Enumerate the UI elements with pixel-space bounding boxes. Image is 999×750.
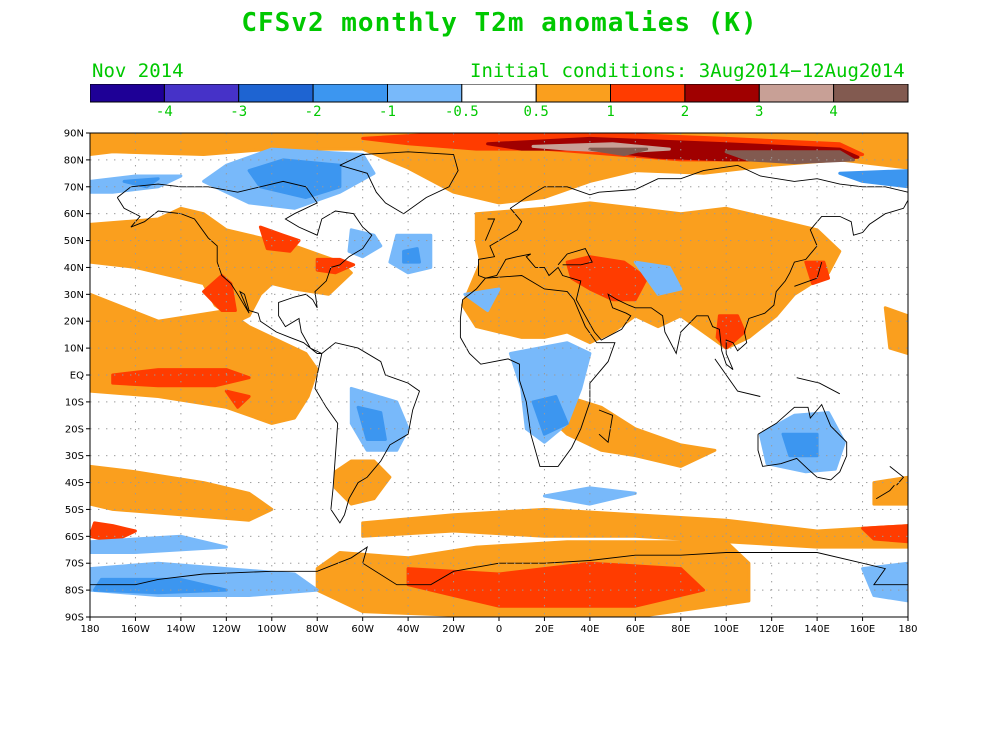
latitude-label: 60N — [64, 209, 84, 220]
longitude-label: 40E — [580, 624, 599, 635]
anomaly-contour — [93, 577, 228, 595]
longitude-label: 80E — [671, 624, 690, 635]
anomaly-contour — [861, 524, 908, 544]
longitude-label: 60W — [351, 624, 374, 635]
anomaly-contour — [724, 150, 855, 165]
latitude-label: 40N — [64, 263, 84, 274]
anomaly-contour — [402, 247, 421, 264]
longitude-label: 80W — [306, 624, 329, 635]
latitude-label: 30N — [64, 290, 84, 301]
anomaly-contour — [90, 292, 319, 425]
longitude-label: 160W — [121, 624, 150, 635]
forecast-month-label: Nov 2014 — [92, 60, 184, 82]
anomaly-contour — [804, 260, 830, 286]
map-title: CFSv2 monthly T2m anomalies (K) — [241, 8, 758, 38]
coastline — [478, 164, 908, 276]
longitude-label: 140W — [166, 624, 195, 635]
latitude-label: 90N — [64, 129, 84, 140]
latitude-label: 40S — [65, 478, 84, 489]
longitude-label: 20W — [442, 624, 465, 635]
longitude-label: 180 — [898, 624, 917, 635]
colorbar-tick-label: 3 — [755, 104, 764, 120]
anomaly-contour — [588, 147, 649, 156]
latitude-label: 10N — [64, 344, 84, 355]
anomaly-contour — [90, 206, 353, 323]
colorbar-tick-label: 4 — [829, 104, 838, 120]
longitude-label: 140E — [804, 624, 829, 635]
colorbar-swatch — [833, 84, 909, 103]
latitude-label: 70S — [65, 559, 84, 570]
latitude-label: EQ — [70, 371, 84, 382]
longitude-label: 40W — [397, 624, 420, 635]
colorbar-labels: -4 -3 -2 -1 -0.5 0.5 1 2 3 4 — [0, 104, 999, 124]
anomaly-contour — [356, 405, 387, 441]
anomaly-contour — [633, 260, 683, 296]
anomaly-contour — [361, 507, 908, 549]
longitude-label: 120W — [212, 624, 241, 635]
colorbar-tick-label: 2 — [680, 104, 690, 120]
longitude-label: 160E — [850, 624, 875, 635]
anomaly-contour — [122, 177, 160, 189]
colorbar-tick-label: -3 — [230, 104, 248, 120]
coastline — [314, 342, 421, 524]
latitude-label: 50N — [64, 236, 84, 247]
coastline — [116, 180, 373, 354]
anomaly-contour — [838, 169, 908, 189]
longitude-label: 180 — [80, 624, 99, 635]
colorbar-tick-label: -0.5 — [444, 104, 479, 120]
colorbar-tick-label: -2 — [304, 104, 322, 120]
anomaly-contour — [861, 561, 908, 603]
anomaly-contour — [781, 432, 819, 458]
colorbar — [90, 84, 909, 103]
anomaly-field — [90, 133, 908, 617]
latitude-label: 90S — [65, 613, 84, 624]
anomaly-contour — [111, 368, 251, 388]
anomaly-contour — [90, 521, 137, 544]
coastline — [875, 484, 895, 500]
initial-conditions-label: Initial conditions: 3Aug2014−12Aug2014 — [470, 60, 905, 82]
latitude-label: 50S — [65, 505, 84, 516]
latitude-label: 20S — [65, 424, 84, 435]
coastline — [459, 275, 616, 467]
latitude-label: 30S — [65, 451, 84, 462]
anomaly-contour — [406, 561, 705, 608]
anomaly-contour — [531, 395, 569, 436]
anomaly-contour — [531, 386, 717, 468]
coastline — [557, 248, 593, 266]
coastline — [478, 199, 908, 370]
coastline — [796, 377, 841, 395]
colorbar-tick-label: 1 — [606, 104, 615, 120]
latitude-label: 70N — [64, 182, 84, 193]
graticule — [90, 133, 908, 615]
coastline — [714, 358, 761, 397]
anomaly-contour — [715, 314, 746, 350]
coastline — [90, 546, 908, 586]
latitude-label: 20N — [64, 317, 84, 328]
longitude-label: 0 — [496, 624, 502, 635]
colorbar-tick-label: 0.5 — [523, 104, 549, 120]
anomaly-contour — [883, 306, 908, 355]
latitude-label: 60S — [65, 532, 84, 543]
anomaly-contour — [347, 228, 383, 259]
anomaly-contour — [258, 225, 301, 253]
longitude-label: 100W — [257, 624, 286, 635]
coastline — [484, 218, 496, 241]
longitude-label: 120E — [759, 624, 784, 635]
colorbar-tick-label: -4 — [155, 104, 173, 120]
latitude-label: 80N — [64, 155, 84, 166]
coastline — [757, 403, 848, 481]
longitude-label: 100E — [714, 624, 739, 635]
longitude-label: 60E — [626, 624, 645, 635]
anomaly-contour — [202, 274, 237, 312]
map-axes: 90N 80N 70N 60N 50N 40N 30N 20N 10N EQ 10S 20S 30S 40… — [64, 129, 918, 636]
colorbar-tick-label: -1 — [379, 104, 396, 120]
longitude-label: 20E — [535, 624, 554, 635]
latitude-label: 80S — [65, 586, 84, 597]
anomaly-contour — [872, 475, 908, 506]
latitude-label: 10S — [65, 397, 84, 408]
coastline — [339, 151, 459, 215]
coastlines — [90, 151, 908, 586]
